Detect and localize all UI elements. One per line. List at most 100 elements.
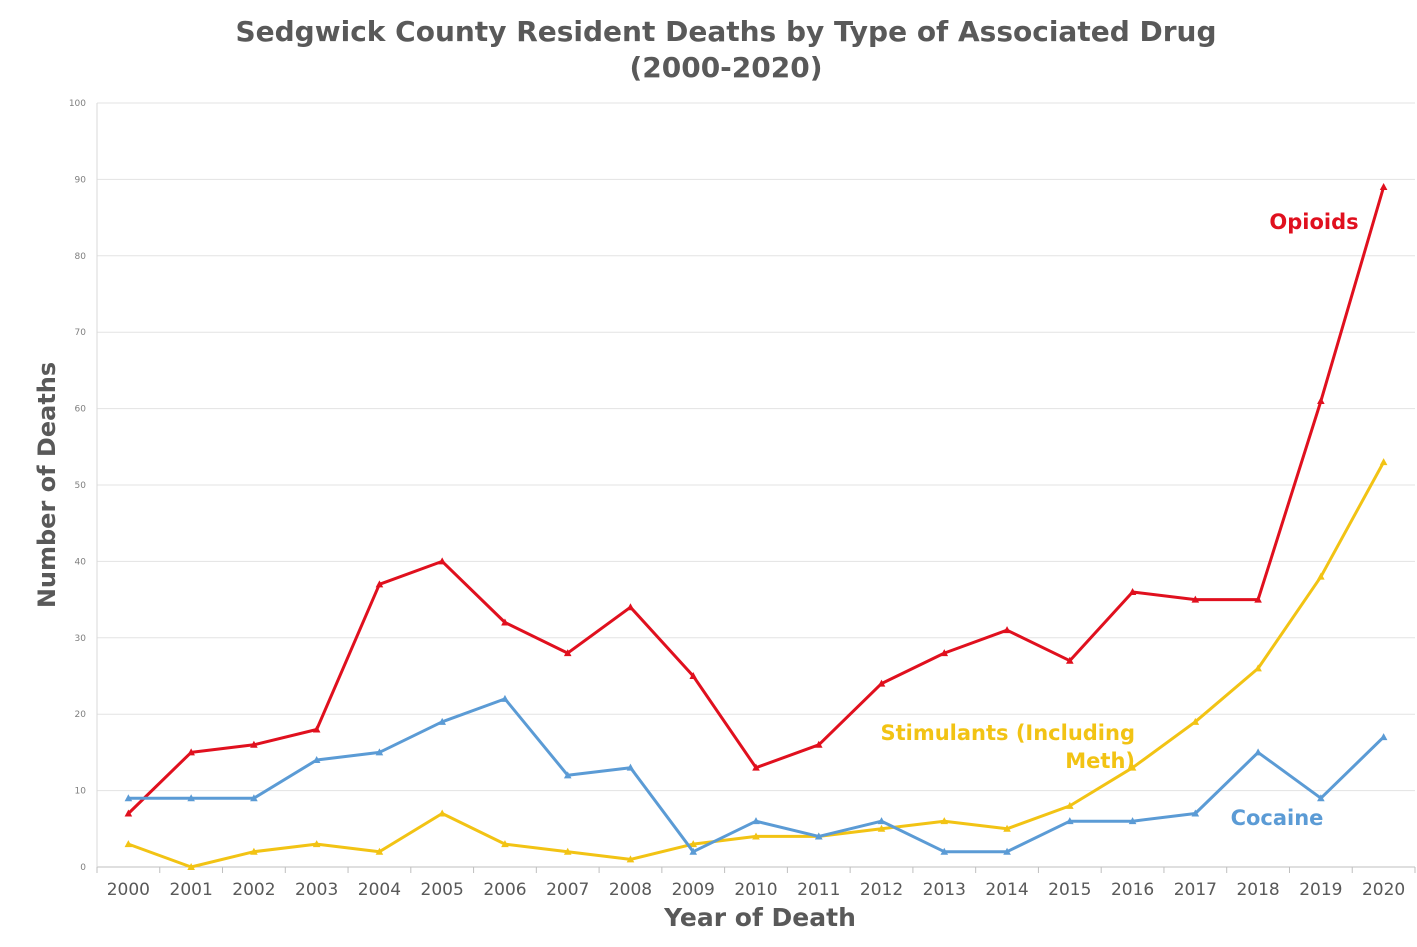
y-tick-label: 0 [80, 863, 86, 873]
data-point [563, 847, 572, 855]
y-tick-label: 70 [75, 328, 87, 338]
data-point [375, 748, 384, 756]
data-point [752, 817, 760, 825]
data-point [1003, 824, 1011, 832]
data-point [375, 847, 384, 855]
x-tick-label: 2014 [985, 880, 1028, 900]
data-point [814, 740, 823, 748]
y-tick-label: 90 [75, 175, 87, 185]
data-point [1191, 717, 1200, 725]
x-tick-label: 2007 [546, 880, 589, 900]
data-point [312, 840, 321, 848]
chart-title: Sedgwick County Resident Deaths by Type … [0, 14, 1417, 86]
y-tick-label: 10 [75, 787, 87, 797]
data-point [1003, 847, 1011, 855]
data-point [689, 847, 698, 855]
x-tick-label: 2015 [1048, 880, 1091, 900]
data-point [689, 840, 698, 848]
data-point [501, 618, 509, 626]
x-tick-label: 2003 [295, 880, 338, 900]
x-axis-label: Year of Death [664, 903, 856, 932]
chart-title-line1: Sedgwick County Resident Deaths by Type … [235, 15, 1217, 48]
data-point [1317, 396, 1325, 404]
data-point [187, 748, 195, 756]
data-point [501, 840, 509, 848]
data-point [1066, 801, 1074, 809]
data-point [940, 847, 949, 855]
data-point [626, 855, 635, 863]
chart-title-line2: (2000-2020) [629, 51, 823, 84]
y-tick-label: 60 [75, 405, 87, 415]
y-tick-label: 40 [75, 557, 87, 567]
series-line [127, 461, 1385, 869]
x-tick-label: 2009 [672, 880, 715, 900]
data-point [1317, 794, 1325, 802]
x-tick-label: 2004 [358, 880, 401, 900]
y-tick-label: 80 [75, 252, 87, 262]
data-point [1254, 748, 1262, 756]
data-point [1066, 656, 1074, 664]
x-tick-label: 2017 [1174, 880, 1217, 900]
y-tick-label: 100 [69, 99, 86, 109]
data-point [1128, 587, 1137, 595]
x-tick-label: 2002 [232, 880, 275, 900]
data-point [438, 809, 446, 817]
data-point [877, 824, 886, 832]
y-tick-label: 50 [75, 481, 87, 491]
data-point [1379, 733, 1388, 741]
data-point [626, 763, 635, 771]
x-tick-label: 2012 [860, 880, 903, 900]
x-tick-label: 2019 [1299, 880, 1342, 900]
x-tick-label: 2020 [1362, 880, 1405, 900]
data-point [250, 794, 258, 802]
data-point [250, 740, 258, 748]
data-point [124, 809, 133, 817]
series-label: Meth) [1065, 749, 1135, 773]
data-point [1128, 817, 1137, 825]
data-point [312, 725, 321, 733]
data-point [187, 863, 195, 870]
x-tick-label: 2013 [923, 880, 966, 900]
data-point [438, 557, 446, 565]
data-point [1066, 817, 1074, 825]
data-point [375, 580, 384, 588]
series-label: Stimulants (Including [880, 721, 1135, 745]
data-point [312, 756, 321, 764]
series-label: Opioids [1269, 210, 1358, 234]
data-point [438, 717, 446, 725]
data-point [814, 832, 823, 840]
data-point [1379, 183, 1388, 191]
data-point [1191, 809, 1200, 817]
x-tick-label: 2010 [734, 880, 777, 900]
y-tick-label: 20 [75, 710, 87, 720]
data-point [124, 794, 133, 802]
data-point [752, 763, 760, 771]
x-tick-label: 2000 [107, 880, 150, 900]
data-point [689, 672, 698, 679]
x-tick-label: 2005 [421, 880, 464, 900]
data-point [1191, 595, 1200, 603]
data-point [124, 840, 133, 848]
data-point [187, 794, 195, 802]
data-point [1254, 595, 1262, 603]
x-tick-label: 2016 [1111, 880, 1154, 900]
data-point [1003, 626, 1011, 634]
x-tick-label: 2006 [483, 880, 526, 900]
x-tick-label: 2011 [797, 880, 840, 900]
data-point [877, 817, 886, 825]
data-point [1128, 763, 1137, 771]
data-point [1317, 572, 1325, 580]
x-tick-label: 2018 [1236, 880, 1279, 900]
series-label: Cocaine [1231, 806, 1324, 830]
data-point [940, 649, 949, 657]
y-tick-label: 30 [75, 634, 87, 644]
data-point [940, 817, 949, 825]
data-point [877, 679, 886, 687]
x-tick-label: 2001 [170, 880, 213, 900]
data-point [250, 847, 258, 855]
x-tick-label: 2008 [609, 880, 652, 900]
data-point [752, 832, 760, 840]
data-point [501, 694, 509, 702]
